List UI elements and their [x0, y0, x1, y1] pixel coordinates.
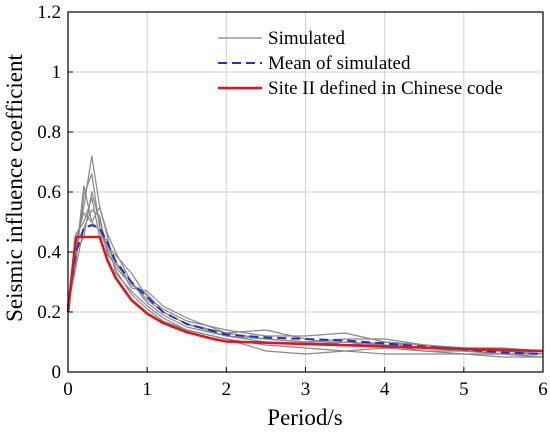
x-axis-label: Period/s	[267, 405, 342, 430]
legend-label: Simulated	[268, 28, 346, 49]
y-tick-label: 0.2	[37, 302, 61, 323]
y-tick-label: 1	[52, 62, 62, 83]
x-tick-label: 5	[459, 379, 469, 400]
y-axis-label: Seismic influence coefficient	[2, 53, 27, 321]
x-tick-label: 6	[538, 379, 548, 400]
y-tick-label: 0.8	[37, 122, 61, 143]
tick-labels: 0 1 2 3 4 5 6 0 0.2 0.4 0.6 0.8 1 1.2	[37, 2, 548, 400]
y-tick-label: 0	[52, 362, 62, 383]
code-spectrum-line	[66, 235, 544, 353]
plot-area	[66, 155, 544, 358]
x-tick-label: 2	[222, 379, 232, 400]
x-tick-label: 0	[63, 379, 73, 400]
x-tick-label: 3	[301, 379, 311, 400]
simulated-series-line	[67, 206, 543, 358]
simulated-series-line	[67, 191, 544, 352]
legend-label: Site II defined in Chinese code	[268, 78, 503, 99]
legend-label: Mean of simulated	[268, 53, 411, 74]
mean-series-line	[67, 224, 544, 355]
y-tick-label: 0.6	[37, 182, 61, 203]
y-tick-label: 0.4	[37, 242, 61, 263]
x-tick-label: 1	[142, 379, 152, 400]
legend: Simulated Mean of simulated Site II define…	[218, 28, 503, 99]
axes	[67, 11, 544, 373]
axes-frame	[67, 11, 544, 373]
y-tick-label: 1.2	[37, 2, 61, 23]
x-tick-label: 4	[380, 379, 390, 400]
